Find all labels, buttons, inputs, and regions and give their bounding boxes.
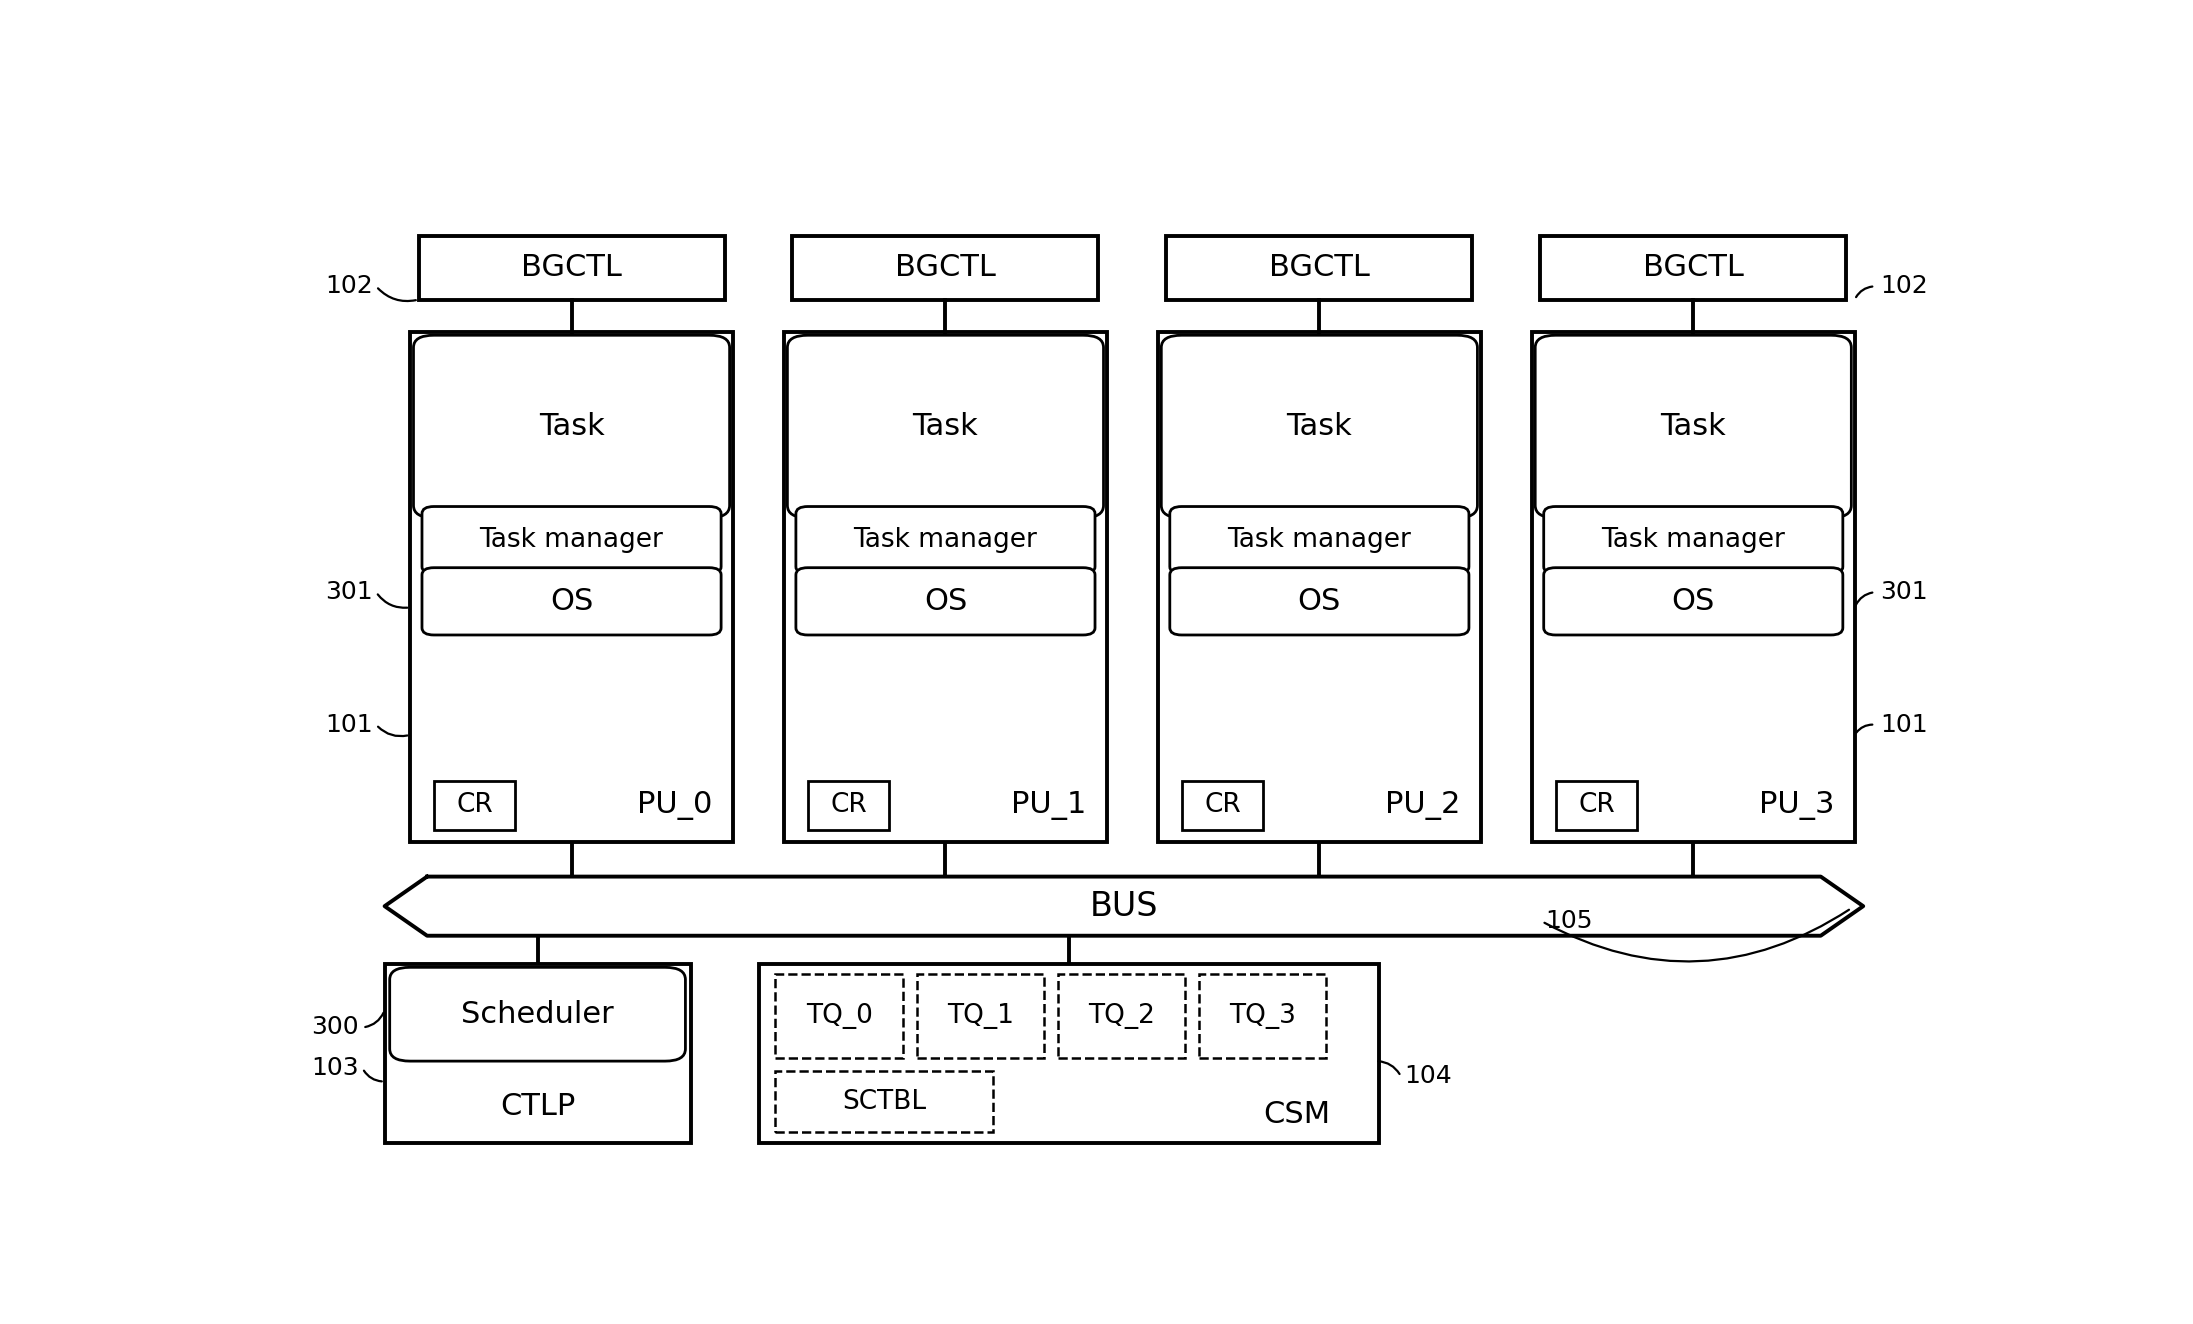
Text: BGCTL: BGCTL [1643,253,1743,282]
Text: PU_1: PU_1 [1011,790,1086,820]
Text: 301: 301 [325,580,373,604]
FancyBboxPatch shape [390,968,686,1061]
Text: TQ_1: TQ_1 [947,1004,1013,1029]
FancyArrowPatch shape [366,1013,384,1027]
FancyBboxPatch shape [796,507,1094,573]
Text: Task manager: Task manager [1228,527,1412,553]
Text: 102: 102 [1879,274,1928,298]
FancyBboxPatch shape [421,507,721,573]
Text: BGCTL: BGCTL [895,253,996,282]
Text: Task manager: Task manager [853,527,1037,553]
Text: 103: 103 [311,1057,360,1080]
Text: CTLP: CTLP [500,1092,575,1121]
FancyBboxPatch shape [1162,335,1478,518]
Bar [785,332,1107,842]
Text: 301: 301 [1879,580,1928,604]
FancyBboxPatch shape [414,335,730,518]
FancyBboxPatch shape [1535,335,1851,518]
Bar [776,1071,993,1132]
FancyBboxPatch shape [1544,507,1842,573]
FancyArrowPatch shape [1544,910,1849,961]
Bar [384,964,691,1143]
Text: Task: Task [1287,412,1353,441]
Text: 101: 101 [325,712,373,736]
Text: PU_2: PU_2 [1386,790,1461,820]
Text: Task: Task [912,412,978,441]
Bar [1555,781,1638,830]
Bar [776,974,904,1058]
Bar [917,974,1044,1058]
Text: OS: OS [1298,587,1342,616]
Text: CR: CR [1579,792,1614,818]
Text: CR: CR [456,792,493,818]
Bar [434,781,515,830]
Bar [807,781,890,830]
Text: PU_3: PU_3 [1759,790,1833,820]
Bar [792,237,1099,299]
Text: BUS: BUS [1090,890,1158,923]
FancyArrowPatch shape [377,289,417,301]
Text: TQ_2: TQ_2 [1088,1004,1156,1029]
Text: Scheduler: Scheduler [461,1000,614,1029]
Text: BGCTL: BGCTL [522,253,623,282]
FancyBboxPatch shape [1169,507,1469,573]
Text: CR: CR [831,792,866,818]
Text: 105: 105 [1546,910,1592,933]
Text: TQ_0: TQ_0 [805,1004,873,1029]
Text: OS: OS [550,587,594,616]
Text: PU_0: PU_0 [638,790,713,820]
Text: TQ_3: TQ_3 [1228,1004,1296,1029]
FancyArrowPatch shape [377,594,408,608]
Bar [1167,237,1472,299]
Bar [1200,974,1327,1058]
FancyArrowPatch shape [377,727,408,736]
Text: OS: OS [923,587,967,616]
Bar [759,964,1379,1143]
Polygon shape [384,876,1864,936]
FancyBboxPatch shape [787,335,1103,518]
Text: Task manager: Task manager [480,527,664,553]
Text: CSM: CSM [1263,1100,1331,1128]
Bar [419,237,724,299]
Bar [410,332,732,842]
FancyBboxPatch shape [1544,568,1842,636]
Text: Task: Task [539,412,605,441]
Bar [1057,974,1184,1058]
Text: SCTBL: SCTBL [842,1088,925,1115]
FancyBboxPatch shape [1169,568,1469,636]
Text: CR: CR [1204,792,1241,818]
Text: 101: 101 [1879,712,1928,736]
Text: Task manager: Task manager [1601,527,1785,553]
FancyArrowPatch shape [1377,1062,1399,1074]
Text: 102: 102 [325,274,373,298]
FancyBboxPatch shape [421,568,721,636]
Bar [1182,781,1263,830]
Text: Task: Task [1660,412,1726,441]
Text: OS: OS [1671,587,1715,616]
Bar [1539,237,1847,299]
FancyArrowPatch shape [364,1071,382,1082]
FancyBboxPatch shape [796,568,1094,636]
Text: BGCTL: BGCTL [1270,253,1371,282]
Text: 300: 300 [311,1016,360,1039]
FancyArrowPatch shape [1855,593,1873,605]
Text: 104: 104 [1404,1064,1452,1088]
FancyArrowPatch shape [1855,286,1873,297]
Bar [1531,332,1855,842]
Bar [1158,332,1480,842]
FancyArrowPatch shape [1855,724,1873,732]
